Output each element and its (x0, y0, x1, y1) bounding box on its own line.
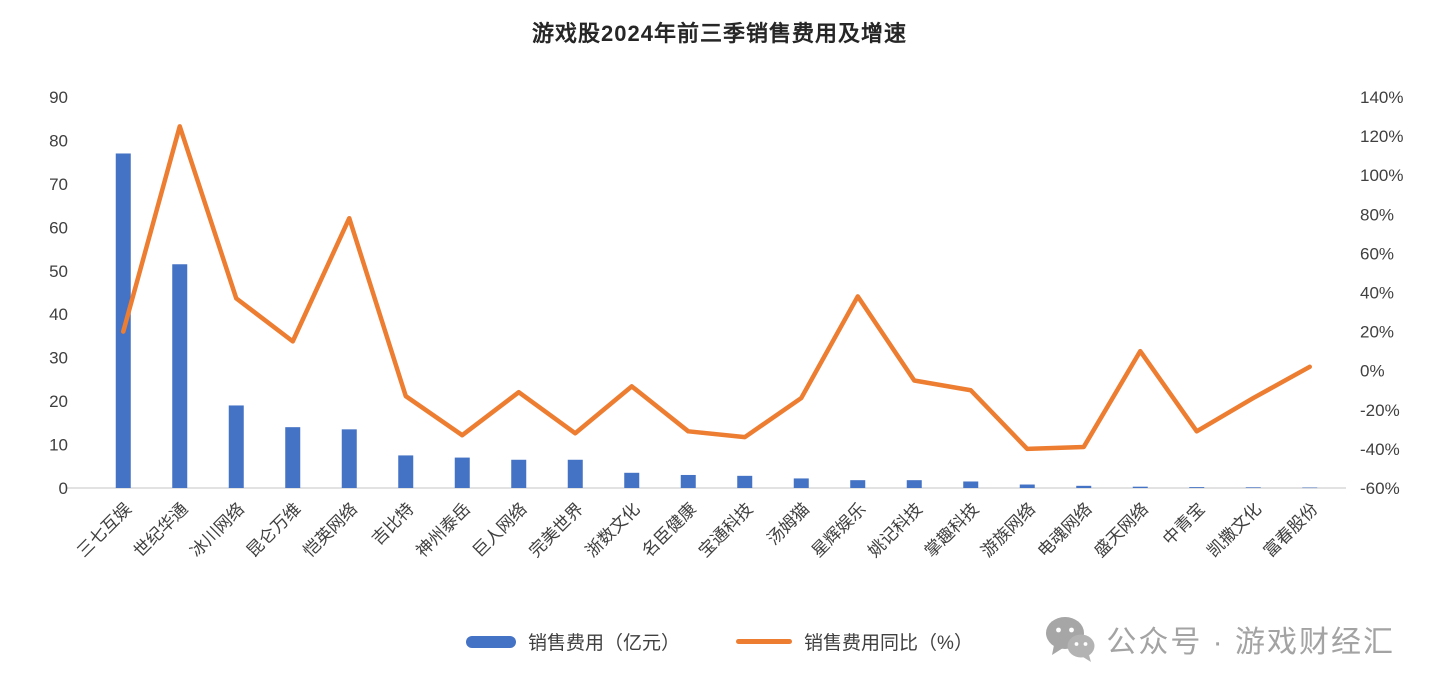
growth-line (121, 124, 1312, 452)
left-axis-tick: 30 (49, 349, 68, 368)
x-axis-label: 冰川网络 (187, 499, 249, 561)
bar-汤姆猫 (793, 478, 809, 488)
right-axis-tick: -40% (1360, 440, 1400, 459)
left-axis-tick: 90 (49, 88, 68, 107)
chart-title: 游戏股2024年前三季销售费用及增速 (532, 21, 907, 46)
bar-冰川网络 (228, 405, 244, 488)
right-axis-tick: 120% (1360, 127, 1403, 146)
bar-浙数文化 (624, 472, 640, 488)
x-axis-label: 神州泰岳 (413, 499, 475, 561)
bar-富春股份 (1302, 487, 1318, 489)
right-axis-tick: -60% (1360, 479, 1400, 498)
bar-名臣健康 (680, 474, 696, 488)
x-axis-label: 巨人网络 (469, 499, 531, 561)
watermark-text: 公众号 · 游戏财经汇 (1106, 626, 1395, 659)
right-axis-tick: 140% (1360, 88, 1403, 107)
x-axis-label: 姚记科技 (865, 499, 927, 561)
right-axis-tick: -20% (1360, 401, 1400, 420)
legend-item-bar: 销售费用（亿元） (466, 628, 680, 655)
x-axis-label: 游族网络 (978, 499, 1040, 561)
bar-中青宝 (1189, 487, 1205, 488)
left-axis-tick: 40 (49, 305, 68, 324)
x-axis-label: 三七互娱 (74, 499, 136, 561)
x-axis-label: 世纪华通 (130, 499, 192, 561)
left-axis-tick: 50 (49, 262, 68, 281)
bar-姚记科技 (906, 480, 922, 488)
bar-series-swatch (466, 635, 517, 648)
bar-巨人网络 (511, 459, 527, 488)
right-axis-tick: 80% (1360, 205, 1394, 224)
line-series-label: 销售费用同比（%） (804, 633, 973, 654)
bar-世纪华通 (172, 264, 188, 488)
x-axis-label: 吉比特 (368, 499, 417, 548)
x-axis-label: 掌趣科技 (921, 499, 983, 561)
x-axis-label: 昆仑万维 (243, 499, 305, 561)
x-axis-label: 凯撒文化 (1204, 499, 1266, 561)
watermark: 公众号 · 游戏财经汇 (1044, 615, 1395, 663)
bar-恺英网络 (341, 429, 357, 488)
x-axis-label: 名臣健康 (639, 499, 701, 561)
x-axis-label: 中青宝 (1159, 499, 1208, 548)
bar-凯撒文化 (1245, 487, 1261, 488)
left-axis-tick: 70 (49, 175, 68, 194)
bar-吉比特 (398, 455, 414, 488)
right-axis-tick: 0% (1360, 362, 1385, 381)
bar-神州泰岳 (454, 457, 470, 488)
bar-完美世界 (567, 459, 583, 488)
left-axis-tick: 10 (49, 436, 68, 455)
x-axis-label: 宝通科技 (695, 499, 757, 561)
x-axis-label: 恺英网络 (300, 499, 362, 561)
chart-legend: 销售费用（亿元） 销售费用同比（%） (0, 628, 1439, 655)
left-axis-tick: 0 (59, 479, 68, 498)
right-axis-tick: 60% (1360, 244, 1394, 263)
bar-掌趣科技 (963, 481, 979, 488)
right-axis-tick: 40% (1360, 284, 1394, 303)
bar-宝通科技 (737, 475, 753, 488)
bar-三七互娱 (115, 153, 131, 488)
bar-电魂网络 (1076, 485, 1092, 488)
x-axis-label: 汤姆猫 (764, 499, 813, 548)
bar-series-label: 销售费用（亿元） (528, 633, 681, 654)
left-axis-tick: 80 (49, 131, 68, 150)
bar-星辉娱乐 (850, 480, 866, 488)
left-axis-tick: 20 (49, 392, 68, 411)
bar-昆仑万维 (285, 427, 301, 488)
x-axis-label: 完美世界 (526, 499, 588, 561)
line-series-swatch (736, 639, 793, 644)
bar-盛天网络 (1132, 486, 1148, 488)
bar-游族网络 (1019, 484, 1035, 488)
x-axis-label: 富春股份 (1260, 499, 1322, 561)
legend-item-line: 销售费用同比（%） (736, 628, 973, 655)
right-axis-tick: 20% (1360, 323, 1394, 342)
x-axis-label: 浙数文化 (582, 499, 644, 561)
x-axis-label: 电魂网络 (1034, 499, 1096, 561)
left-axis-tick: 60 (49, 218, 68, 237)
wechat-icon (1046, 617, 1095, 662)
x-axis-label: 盛天网络 (1091, 499, 1153, 561)
x-axis-label: 星辉娱乐 (808, 499, 870, 561)
right-axis-tick: 100% (1360, 166, 1403, 185)
